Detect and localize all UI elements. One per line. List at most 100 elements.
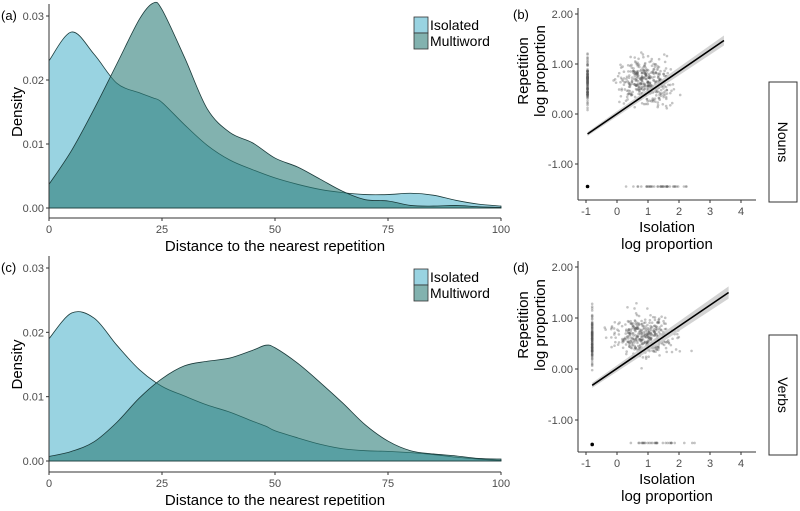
scatter-point (640, 329, 644, 332)
scatter-point (586, 91, 589, 94)
scatter-point (590, 343, 594, 347)
scatter-point (632, 331, 635, 335)
scatter-point (631, 343, 635, 346)
scatter-point (657, 57, 661, 61)
scatter-point (656, 66, 659, 70)
scatter-point (638, 337, 642, 341)
facet-strip-label: Verbs (775, 377, 791, 413)
scatter-point (643, 441, 646, 445)
scatter-point (586, 63, 589, 67)
scatter-point (586, 79, 589, 83)
scatter-point (639, 328, 643, 332)
scatter-point (621, 79, 625, 83)
scatter-point (653, 334, 656, 338)
scatter-point (637, 63, 641, 67)
scatter-point (590, 337, 594, 341)
scatter-point (644, 69, 647, 73)
y-tick-label: 0.00 (552, 109, 573, 121)
scatter-point (648, 84, 651, 88)
scatter-point (586, 73, 589, 77)
scatter-point (590, 337, 594, 341)
scatter-point (652, 98, 656, 102)
scatter-point (636, 339, 639, 343)
scatter-point (640, 71, 644, 75)
scatter-point (653, 63, 657, 66)
scatter-point (651, 76, 654, 79)
x-tick-label: 2 (676, 458, 682, 470)
scatter-point (652, 79, 656, 82)
scatter-point (637, 82, 641, 86)
scatter-point (642, 342, 645, 345)
scatter-point (631, 324, 634, 327)
scatter-point (654, 332, 657, 336)
scatter-point (590, 341, 594, 345)
scatter-point (670, 101, 674, 105)
scatter-point (669, 68, 673, 71)
scatter-point (676, 332, 679, 336)
scatter-point (626, 93, 630, 96)
scatter-point (652, 324, 656, 328)
scatter-point (657, 97, 661, 100)
scatter-point (648, 329, 651, 333)
scatter-point (627, 70, 630, 73)
scatter-point (586, 52, 589, 55)
scatter-point (636, 73, 640, 77)
scatter-point (629, 322, 633, 325)
scatter-point (624, 337, 628, 341)
facet-strip (768, 334, 798, 456)
scatter-point (635, 62, 639, 66)
scatter-point (627, 74, 631, 77)
scatter-point (646, 323, 649, 327)
scatter-point (629, 346, 633, 350)
scatter-point (653, 333, 657, 336)
scatter-point (663, 185, 667, 188)
scatter-point (646, 84, 650, 88)
scatter-point (650, 64, 654, 68)
scatter-point (629, 92, 633, 95)
scatter-point (657, 348, 660, 352)
scatter-point (656, 68, 659, 72)
scatter-point (586, 85, 589, 88)
scatter-point (650, 333, 653, 336)
scatter-point (619, 94, 623, 98)
scatter-point (590, 332, 594, 336)
scatter-point (635, 325, 639, 329)
scatter-point (638, 339, 642, 343)
scatter-point (663, 316, 667, 320)
scatter-point (614, 340, 617, 344)
scatter-point (623, 336, 627, 340)
scatter-point (586, 80, 589, 83)
scatter-point (590, 339, 594, 343)
scatter-point (586, 88, 589, 92)
scatter-point (636, 80, 640, 83)
scatter-point (586, 57, 589, 60)
scatter-point (586, 76, 589, 80)
scatter-point (586, 82, 589, 85)
scatter-point (590, 305, 594, 308)
scatter-point (640, 79, 644, 83)
scatter-point (634, 329, 637, 333)
scatter-point (586, 77, 589, 80)
scatter-point (668, 103, 672, 107)
scatter-point (631, 324, 635, 328)
scatter-point (590, 339, 594, 343)
scatter-point (590, 327, 594, 330)
scatter-point (631, 336, 634, 340)
scatter-point (635, 327, 638, 331)
scatter-point (648, 321, 651, 325)
scatter-point (586, 99, 589, 102)
scatter-point (669, 91, 672, 95)
scatter-point (586, 90, 589, 94)
scatter-point (590, 345, 594, 349)
scatter-point (590, 338, 594, 341)
scatter-point (645, 333, 649, 336)
scatter-point (633, 307, 636, 310)
scatter-point (586, 106, 589, 110)
scatter-point (586, 79, 589, 83)
scatter-point (636, 335, 639, 339)
scatter-point (635, 313, 639, 317)
scatter-point (645, 68, 648, 72)
scatter-point (647, 336, 651, 339)
scatter-point (662, 319, 665, 323)
